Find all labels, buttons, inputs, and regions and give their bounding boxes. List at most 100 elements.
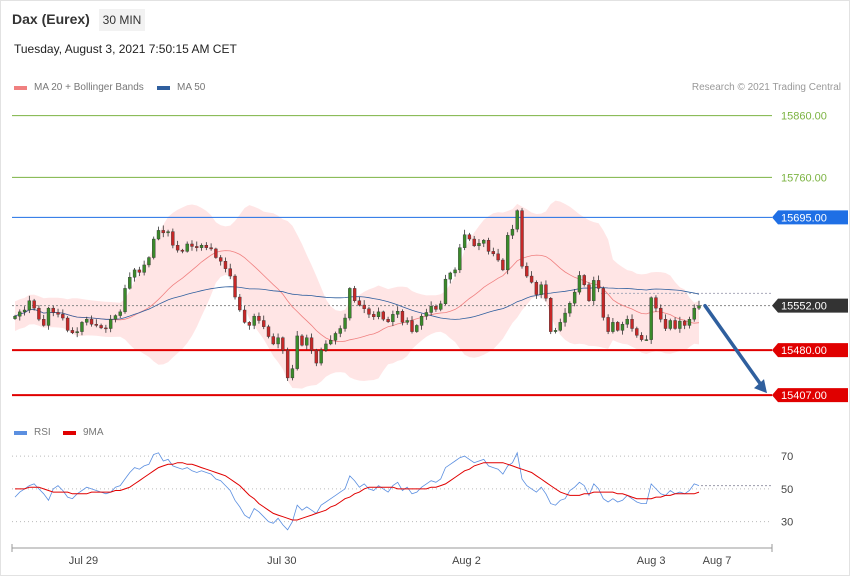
candle-body: [501, 259, 505, 271]
candle-body: [142, 264, 146, 273]
rsi-line: [14, 451, 700, 531]
candle-body: [668, 320, 672, 329]
candle-body: [108, 319, 113, 329]
x-tick-label: Aug 3: [637, 555, 666, 567]
candle-body: [659, 307, 663, 320]
candle-body: [596, 280, 601, 289]
candle-body: [654, 297, 658, 309]
candle-body: [453, 269, 457, 274]
level-tag-5: [772, 388, 848, 403]
level-tag-3: [772, 298, 848, 313]
rsi-panel: 70 50 30: [12, 451, 793, 531]
candle-body: [649, 297, 653, 340]
candle-body: [467, 234, 472, 240]
candle-body: [156, 230, 161, 240]
candle-body: [572, 291, 577, 304]
level-label-2: 15695.00: [781, 212, 827, 224]
candle-body: [486, 240, 491, 252]
candle-body: [99, 325, 103, 329]
candle-body: [386, 319, 390, 322]
candle-body: [391, 314, 395, 322]
candle-body: [128, 277, 132, 289]
candle-body: [199, 244, 204, 248]
bollinger-band-area: [15, 200, 699, 389]
candle-body: [477, 243, 481, 247]
candle-body: [639, 335, 644, 340]
candle-body: [113, 315, 118, 320]
candle-body: [692, 307, 696, 320]
candle-body: [529, 275, 534, 283]
candle-body: [89, 319, 94, 325]
candle-body: [429, 306, 433, 313]
candle-body: [51, 307, 55, 313]
candle-body: [558, 322, 562, 331]
candle-body: [405, 320, 409, 323]
candle-body: [625, 319, 629, 325]
candle-body: [204, 244, 209, 248]
legend-ma50-swatch: [157, 85, 170, 90]
candle-body: [252, 315, 256, 326]
candle-body: [85, 319, 89, 323]
candle-body: [300, 335, 304, 346]
candle-body: [544, 284, 548, 299]
candle-body: [534, 282, 539, 295]
candle-body: [367, 308, 371, 315]
projection-arrow-head: [754, 379, 767, 394]
candle-body: [209, 247, 213, 250]
timeframe-selector[interactable]: 30 MIN: [99, 9, 145, 31]
level-tag-2: [772, 210, 848, 225]
candle-body: [520, 210, 524, 267]
candle-body: [549, 298, 553, 332]
candle-body: [448, 272, 452, 280]
candle-body: [539, 284, 543, 295]
candle-body: [482, 240, 486, 244]
candle-body: [620, 323, 625, 331]
x-tick-label: Jul 29: [69, 555, 98, 567]
candle-body: [415, 325, 419, 332]
candle-body: [348, 288, 352, 319]
candle-body: [80, 322, 84, 332]
candle-body: [228, 268, 232, 277]
candle-body: [309, 337, 314, 351]
legend-ma20-swatch: [14, 85, 27, 90]
candle-body: [381, 311, 385, 320]
candle-body: [104, 327, 108, 330]
candle-body: [190, 243, 194, 247]
level-label-3: 15552.00: [781, 301, 827, 313]
candle-body: [281, 337, 285, 351]
candle-body: [180, 249, 185, 252]
candle-body: [171, 231, 175, 246]
candle-body: [410, 320, 414, 332]
candle-body: [362, 304, 366, 309]
legend-ma50: MA 50: [157, 82, 205, 93]
candle-body: [238, 296, 242, 311]
candle-body: [27, 300, 32, 311]
candle-body: [271, 336, 275, 345]
candle-body: [343, 317, 347, 329]
candle-body: [329, 340, 333, 345]
candle-body: [266, 326, 271, 337]
candle-body: [697, 305, 701, 309]
x-axis: Jul 29 Jul 30 Aug 2 Aug 3 Aug 7: [11, 544, 773, 567]
level-label-4: 15480.00: [781, 345, 827, 357]
candle-body: [372, 314, 376, 317]
candle-body: [132, 269, 137, 278]
candle-body: [592, 280, 596, 301]
legend-rsi: RSI: [14, 427, 51, 438]
candle-body: [338, 328, 342, 334]
candle-body: [70, 330, 75, 334]
projection-arrow-shaft: [703, 303, 764, 388]
bollinger-bands: [15, 200, 699, 389]
candle-body: [472, 238, 476, 247]
rsi-tick-label: 30: [781, 517, 793, 529]
candle-body: [587, 284, 591, 301]
x-tick-label: Aug 2: [452, 555, 481, 567]
candle-body: [147, 257, 151, 266]
candle-body: [400, 311, 405, 323]
legend-ma20: MA 20 + Bollinger Bands: [14, 82, 144, 93]
credit-text: Research © 2021 Trading Central: [691, 82, 841, 93]
candle-body: [673, 320, 677, 329]
candle-body: [56, 312, 60, 315]
candle-body: [37, 307, 41, 320]
